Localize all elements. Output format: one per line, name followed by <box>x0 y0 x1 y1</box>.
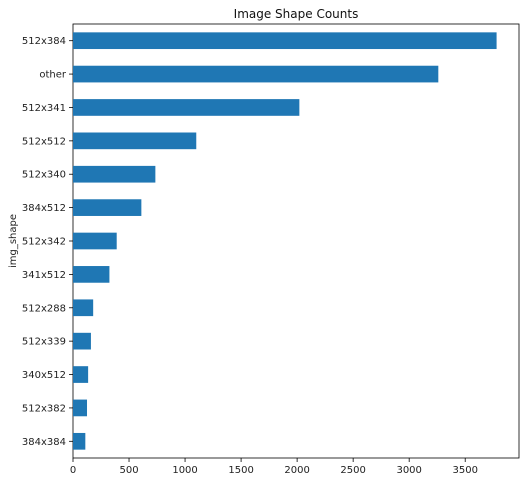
y-tick-label: 512x340 <box>22 170 66 181</box>
x-tick-label: 2500 <box>340 465 365 476</box>
bar-384x384 <box>73 432 86 450</box>
y-tick-label: other <box>39 70 67 81</box>
x-tick-label: 3000 <box>396 465 421 476</box>
x-tick-label: 3500 <box>452 465 477 476</box>
y-tick-label: 384x384 <box>22 437 66 448</box>
y-axis-ticks: 512x384 other 512x341 512x512 512x340 384x512… <box>22 36 73 448</box>
bar-other <box>73 65 439 83</box>
x-tick-label: 0 <box>70 465 76 476</box>
bar-384x512 <box>73 199 142 216</box>
y-tick-label: 512x512 <box>22 136 66 147</box>
x-axis-ticks: 0 500 1000 1500 2000 2500 3000 3500 <box>70 458 478 476</box>
bar-512x339 <box>73 332 91 350</box>
bar-512x512 <box>73 132 197 150</box>
bar-512x341 <box>73 99 300 116</box>
plot-frame <box>72 23 520 459</box>
bar-512x342 <box>73 232 117 250</box>
bar-341x512 <box>73 266 110 283</box>
y-tick-label: 512x288 <box>22 303 66 314</box>
bars-group <box>73 32 497 450</box>
bar-512x384 <box>73 32 497 50</box>
x-tick-label: 2000 <box>284 465 309 476</box>
bar-512x340 <box>73 165 156 183</box>
bar-512x288 <box>73 299 94 317</box>
y-tick-label: 341x512 <box>22 270 66 281</box>
x-tick-label: 1500 <box>228 465 253 476</box>
y-tick-label: 512x339 <box>22 337 66 348</box>
chart-title: Image Shape Counts <box>234 7 359 21</box>
y-tick-label: 512x341 <box>22 103 66 114</box>
x-tick-label: 1000 <box>172 465 197 476</box>
y-tick-label: 384x512 <box>22 203 66 214</box>
x-tick-label: 500 <box>119 465 138 476</box>
bar-512x382 <box>73 399 88 417</box>
y-tick-label: 512x384 <box>22 36 66 47</box>
y-tick-label: 512x342 <box>22 237 66 248</box>
bar-340x512 <box>73 366 89 383</box>
y-tick-label: 340x512 <box>22 370 66 381</box>
y-tick-label: 512x382 <box>22 403 66 414</box>
y-axis-label: img_shape <box>8 214 19 268</box>
